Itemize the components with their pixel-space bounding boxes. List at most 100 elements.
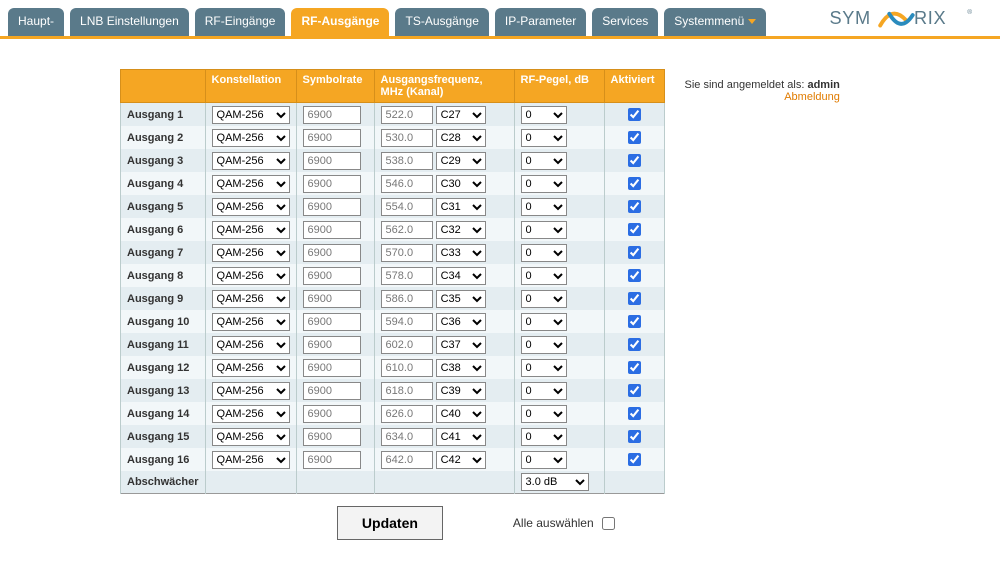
select-all-checkbox[interactable] (602, 517, 615, 530)
channel-select[interactable]: C38 (436, 359, 486, 377)
konstellation-select[interactable]: QAM-256 (212, 175, 290, 193)
select-all-control[interactable]: Alle auswählen (513, 514, 618, 533)
channel-select[interactable]: C30 (436, 175, 486, 193)
rf-pegel-select[interactable]: 0 (521, 336, 567, 354)
frequency-input[interactable] (381, 175, 433, 193)
rf-pegel-select[interactable]: 0 (521, 175, 567, 193)
frequency-input[interactable] (381, 405, 433, 423)
konstellation-select[interactable]: QAM-256 (212, 405, 290, 423)
aktiviert-checkbox[interactable] (628, 453, 641, 466)
symbolrate-input[interactable] (303, 313, 361, 331)
rf-pegel-select[interactable]: 0 (521, 244, 567, 262)
konstellation-select[interactable]: QAM-256 (212, 290, 290, 308)
konstellation-select[interactable]: QAM-256 (212, 244, 290, 262)
rf-pegel-select[interactable]: 0 (521, 451, 567, 469)
tab-ts-ausg-nge[interactable]: TS-Ausgänge (395, 8, 488, 36)
frequency-input[interactable] (381, 428, 433, 446)
tab-ip-parameter[interactable]: IP-Parameter (495, 8, 586, 36)
symbolrate-input[interactable] (303, 267, 361, 285)
aktiviert-checkbox[interactable] (628, 223, 641, 236)
tab-services[interactable]: Services (592, 8, 658, 36)
aktiviert-checkbox[interactable] (628, 407, 641, 420)
tab-systemmenu[interactable]: Systemmenü (664, 8, 766, 36)
konstellation-select[interactable]: QAM-256 (212, 152, 290, 170)
frequency-input[interactable] (381, 152, 433, 170)
channel-select[interactable]: C35 (436, 290, 486, 308)
konstellation-select[interactable]: QAM-256 (212, 198, 290, 216)
symbolrate-input[interactable] (303, 244, 361, 262)
symbolrate-input[interactable] (303, 359, 361, 377)
channel-select[interactable]: C31 (436, 198, 486, 216)
rf-pegel-select[interactable]: 0 (521, 405, 567, 423)
frequency-input[interactable] (381, 244, 433, 262)
rf-pegel-select[interactable]: 0 (521, 267, 567, 285)
rf-pegel-select[interactable]: 0 (521, 221, 567, 239)
rf-pegel-select[interactable]: 0 (521, 313, 567, 331)
frequency-input[interactable] (381, 451, 433, 469)
aktiviert-checkbox[interactable] (628, 108, 641, 121)
rf-pegel-select[interactable]: 0 (521, 106, 567, 124)
symbolrate-input[interactable] (303, 290, 361, 308)
channel-select[interactable]: C42 (436, 451, 486, 469)
attenuator-select[interactable]: 3.0 dB (521, 473, 589, 491)
symbolrate-input[interactable] (303, 152, 361, 170)
aktiviert-checkbox[interactable] (628, 246, 641, 259)
channel-select[interactable]: C27 (436, 106, 486, 124)
symbolrate-input[interactable] (303, 198, 361, 216)
konstellation-select[interactable]: QAM-256 (212, 267, 290, 285)
rf-pegel-select[interactable]: 0 (521, 290, 567, 308)
aktiviert-checkbox[interactable] (628, 154, 641, 167)
frequency-input[interactable] (381, 221, 433, 239)
konstellation-select[interactable]: QAM-256 (212, 382, 290, 400)
rf-pegel-select[interactable]: 0 (521, 428, 567, 446)
aktiviert-checkbox[interactable] (628, 361, 641, 374)
symbolrate-input[interactable] (303, 129, 361, 147)
frequency-input[interactable] (381, 267, 433, 285)
channel-select[interactable]: C28 (436, 129, 486, 147)
konstellation-select[interactable]: QAM-256 (212, 428, 290, 446)
symbolrate-input[interactable] (303, 221, 361, 239)
symbolrate-input[interactable] (303, 336, 361, 354)
frequency-input[interactable] (381, 359, 433, 377)
aktiviert-checkbox[interactable] (628, 292, 641, 305)
channel-select[interactable]: C33 (436, 244, 486, 262)
rf-pegel-select[interactable]: 0 (521, 152, 567, 170)
channel-select[interactable]: C40 (436, 405, 486, 423)
channel-select[interactable]: C29 (436, 152, 486, 170)
rf-pegel-select[interactable]: 0 (521, 382, 567, 400)
rf-pegel-select[interactable]: 0 (521, 198, 567, 216)
frequency-input[interactable] (381, 382, 433, 400)
rf-pegel-select[interactable]: 0 (521, 359, 567, 377)
channel-select[interactable]: C41 (436, 428, 486, 446)
konstellation-select[interactable]: QAM-256 (212, 221, 290, 239)
logout-link[interactable]: Abmeldung (685, 91, 840, 103)
aktiviert-checkbox[interactable] (628, 269, 641, 282)
aktiviert-checkbox[interactable] (628, 131, 641, 144)
aktiviert-checkbox[interactable] (628, 177, 641, 190)
update-button[interactable]: Updaten (337, 506, 443, 540)
symbolrate-input[interactable] (303, 451, 361, 469)
channel-select[interactable]: C32 (436, 221, 486, 239)
frequency-input[interactable] (381, 313, 433, 331)
frequency-input[interactable] (381, 106, 433, 124)
symbolrate-input[interactable] (303, 175, 361, 193)
channel-select[interactable]: C37 (436, 336, 486, 354)
aktiviert-checkbox[interactable] (628, 384, 641, 397)
konstellation-select[interactable]: QAM-256 (212, 106, 290, 124)
tab-lnb-einstellungen[interactable]: LNB Einstellungen (70, 8, 189, 36)
symbolrate-input[interactable] (303, 405, 361, 423)
aktiviert-checkbox[interactable] (628, 338, 641, 351)
symbolrate-input[interactable] (303, 106, 361, 124)
symbolrate-input[interactable] (303, 382, 361, 400)
aktiviert-checkbox[interactable] (628, 430, 641, 443)
tab-rf-ausg-nge[interactable]: RF-Ausgänge (291, 8, 389, 36)
frequency-input[interactable] (381, 129, 433, 147)
konstellation-select[interactable]: QAM-256 (212, 313, 290, 331)
rf-pegel-select[interactable]: 0 (521, 129, 567, 147)
konstellation-select[interactable]: QAM-256 (212, 451, 290, 469)
symbolrate-input[interactable] (303, 428, 361, 446)
channel-select[interactable]: C36 (436, 313, 486, 331)
channel-select[interactable]: C39 (436, 382, 486, 400)
frequency-input[interactable] (381, 198, 433, 216)
aktiviert-checkbox[interactable] (628, 315, 641, 328)
